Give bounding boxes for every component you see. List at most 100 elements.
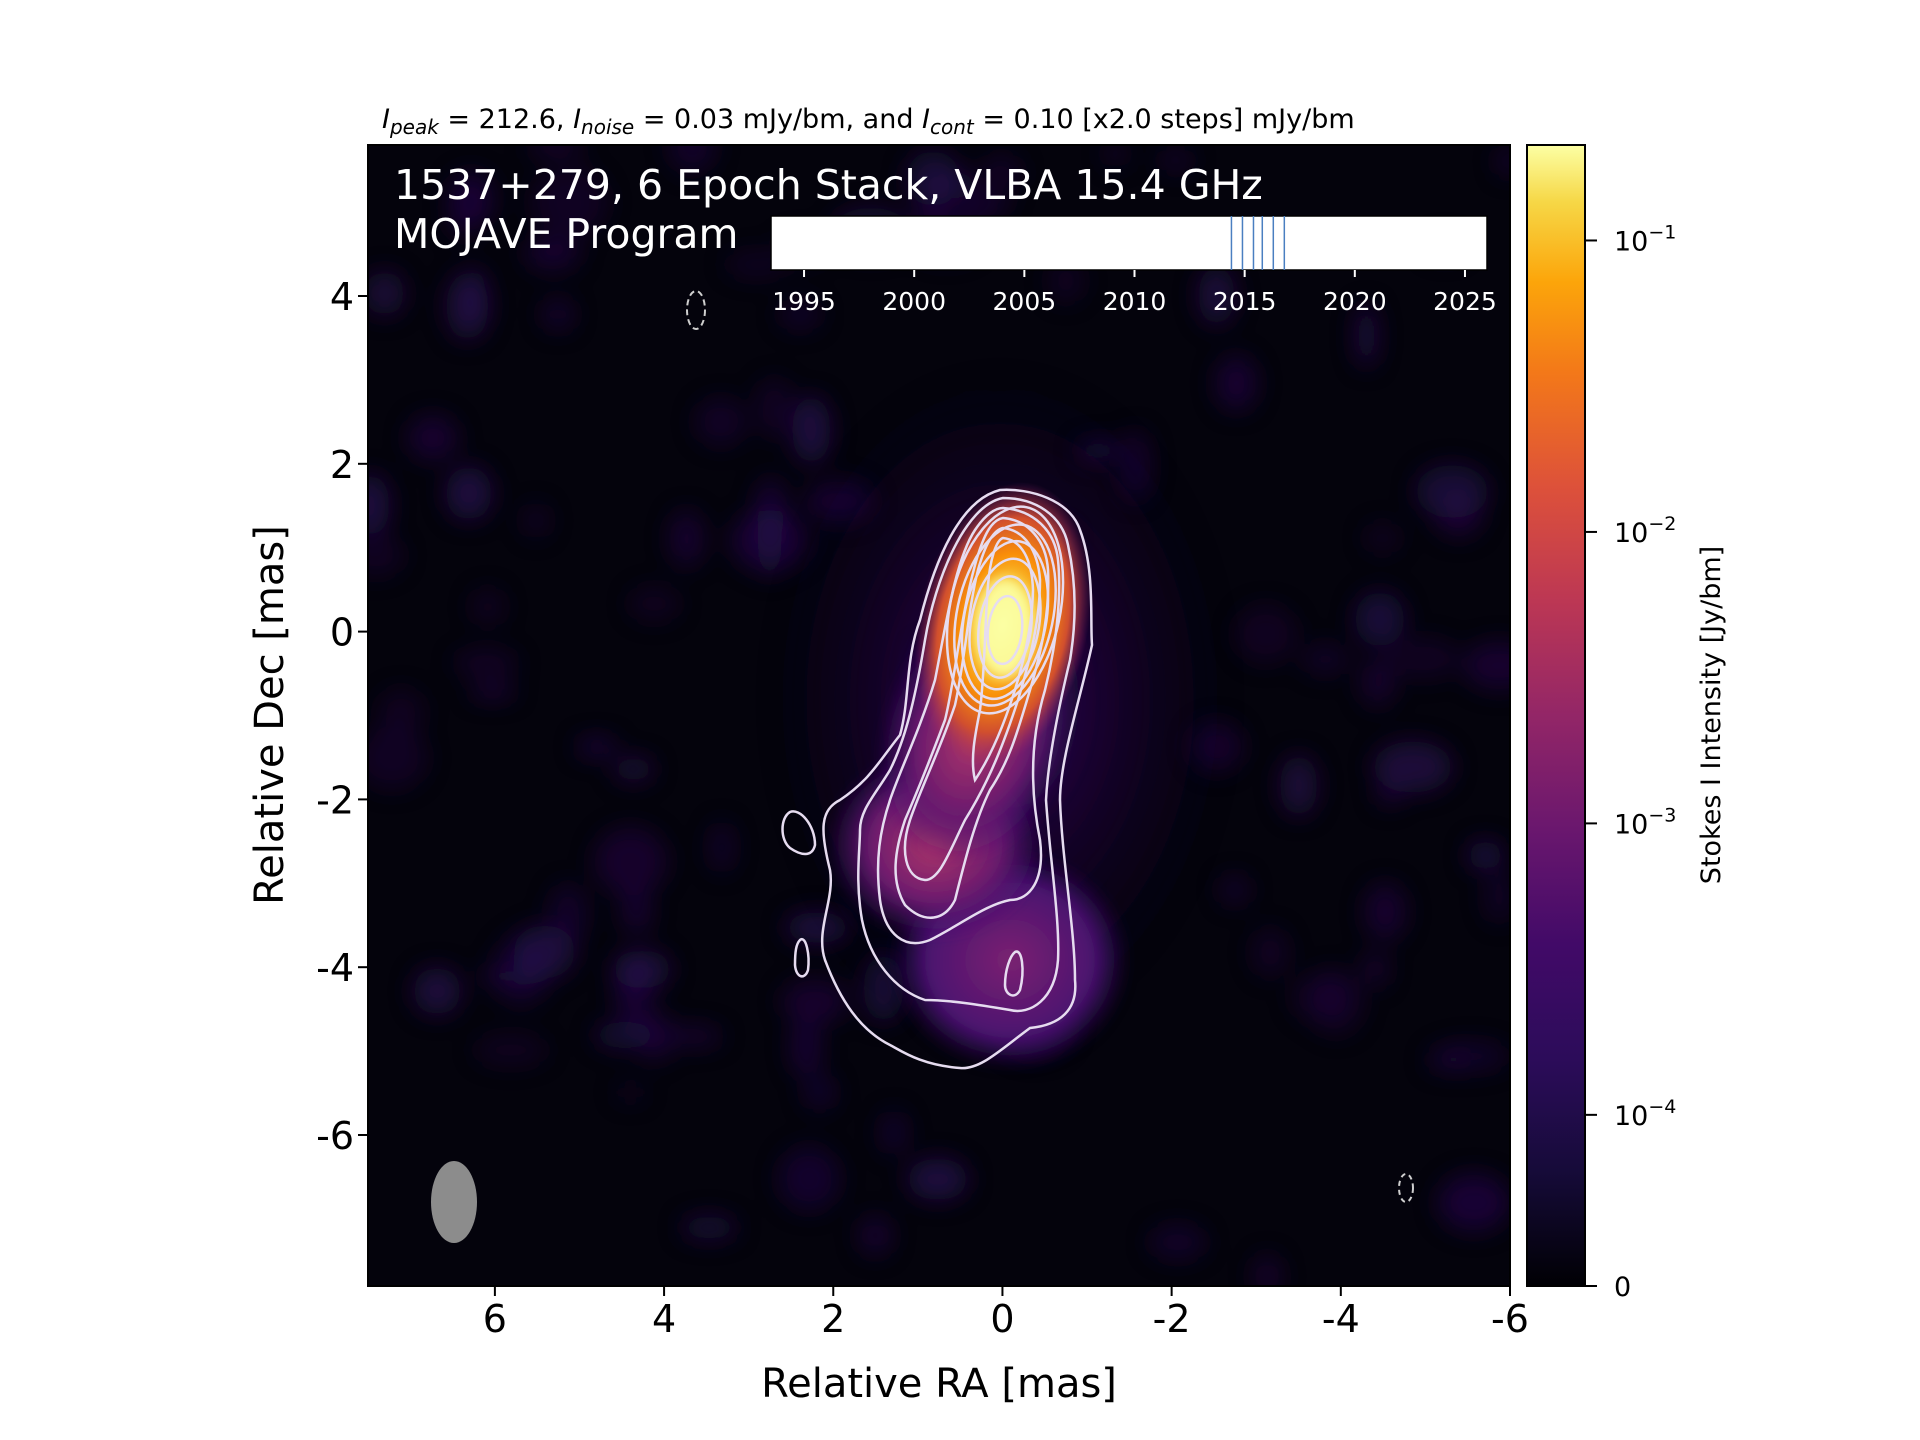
noise-blob — [1234, 604, 1297, 664]
noise-blob — [1387, 637, 1460, 679]
noise-blob — [663, 1026, 723, 1047]
beam-outline-lower — [1398, 1173, 1414, 1203]
noise-blob — [1198, 265, 1235, 325]
noise-blob — [613, 950, 672, 989]
colorbar-tick-label: 10−2 — [1614, 513, 1676, 549]
epoch-timeline: 1995 2000 2005 2010 2015 2020 2025 — [770, 215, 1497, 316]
noise-blob — [1158, 148, 1193, 172]
contour-level-10 — [968, 557, 1042, 691]
y-axis: 4 2 0 -2 -4 -6 — [316, 275, 368, 1158]
contour-level-3 — [876, 506, 1061, 945]
y-tick-label: 4 — [330, 275, 354, 319]
colorbar-gradient — [1526, 144, 1586, 1287]
noise-blob — [1215, 355, 1257, 411]
noise-blob — [445, 466, 492, 521]
x-tick-label: 2 — [821, 1297, 845, 1341]
noise-blob — [1372, 741, 1453, 793]
noise-blob — [368, 726, 427, 790]
x-tick-label: 4 — [652, 1297, 676, 1341]
noise-blob — [1463, 641, 1510, 691]
noise-blob — [981, 154, 1021, 191]
noise-blob — [1376, 780, 1402, 807]
noise-blob — [1415, 464, 1489, 519]
noise-blob — [669, 510, 704, 568]
noise-blob — [1253, 1254, 1281, 1286]
noise-blob — [493, 936, 549, 1007]
x-tick-label: 6 — [483, 1297, 507, 1341]
timeline-tick-label: 2010 — [1103, 287, 1167, 316]
timeline-tick-label: 2025 — [1433, 287, 1497, 316]
noise-blob — [527, 145, 585, 157]
colorbar-tick-label: 10−3 — [1614, 804, 1676, 840]
noise-blob — [906, 150, 960, 207]
contour-level-11 — [977, 575, 1033, 679]
intensity-map — [367, 144, 1511, 1287]
noise-blob — [1364, 883, 1406, 941]
epoch-lines — [1230, 216, 1286, 270]
contours — [781, 488, 1094, 1070]
noise-blob — [1220, 875, 1249, 905]
noise-blob — [524, 235, 581, 271]
noise-blob — [1252, 928, 1289, 977]
noise-blob — [668, 145, 716, 174]
noise-blob — [471, 588, 505, 626]
contour-island-2 — [793, 937, 810, 978]
contour-level-12 — [986, 594, 1024, 666]
colorbar-tick-label: 10−1 — [1614, 221, 1676, 257]
timeline-tick-label: 1995 — [772, 287, 836, 316]
noise-blob — [695, 397, 747, 446]
noise-blob — [615, 1083, 646, 1102]
colorbar-label: Stokes I Intensity [Jy/bm] — [1696, 546, 1727, 884]
contour-level-7 — [945, 505, 1065, 715]
noise-blob — [613, 756, 654, 782]
noise-blob — [470, 682, 515, 699]
y-tick-label: -4 — [316, 946, 354, 990]
timeline-tick-label: 2005 — [993, 287, 1057, 316]
x-tick-label: -4 — [1322, 1297, 1360, 1341]
noise-blob — [413, 967, 461, 1015]
colorbar-ticks: 0 10−4 10−3 10−2 10−1 — [1585, 221, 1676, 1303]
noise-blob — [368, 271, 405, 316]
stats-title: Ipeak = 212.6, Inoise = 0.03 mJy/bm, and… — [382, 104, 1355, 139]
x-tick-label: -2 — [1153, 1297, 1191, 1341]
noise-blob — [628, 586, 680, 621]
timeline-box — [770, 215, 1488, 271]
y-tick-label: -2 — [316, 778, 354, 822]
noise-blob — [1467, 840, 1503, 871]
timeline-tick-label: 2015 — [1213, 287, 1277, 316]
contour-level-8 — [953, 523, 1057, 707]
noise-blob — [804, 1074, 835, 1110]
noise-blob — [1497, 146, 1510, 176]
noise-blob — [755, 377, 794, 438]
noise-blob — [1302, 643, 1349, 675]
noise-blob — [1279, 754, 1318, 817]
contour-level-6 — [971, 536, 1035, 784]
noise-blob — [453, 652, 519, 673]
x-tick-label: -6 — [1491, 1297, 1529, 1341]
noise-blob — [594, 1021, 656, 1049]
contour-level-2 — [857, 496, 1076, 1013]
noise-blob — [368, 535, 404, 576]
noise-blob — [961, 192, 1009, 218]
noise-blob — [880, 1110, 908, 1155]
x-axis-label: Relative RA [mas] — [761, 1361, 1117, 1407]
y-tick-label: -6 — [316, 1114, 354, 1158]
noise-blob — [1484, 869, 1510, 924]
noise-blob — [368, 474, 390, 537]
timeline-tick-label: 2000 — [882, 287, 946, 316]
y-tick-label: 2 — [330, 443, 354, 487]
overlay-subtitle: MOJAVE Program — [394, 210, 738, 258]
contour-level-5 — [903, 526, 1042, 882]
overlay-title: 1537+279, 6 Epoch Stack, VLBA 15.4 GHz — [394, 161, 1263, 209]
noise-blob — [621, 888, 652, 936]
timeline-tick-label: 2020 — [1323, 287, 1387, 316]
noise-blob — [1364, 950, 1388, 987]
noise-blob — [593, 826, 668, 897]
x-tick-label: 0 — [990, 1297, 1014, 1341]
noise-blob — [473, 1034, 548, 1066]
timeline-ticks: 1995 2000 2005 2010 2015 2020 2025 — [772, 270, 1497, 316]
noise-blob — [464, 268, 486, 327]
noise-blob — [549, 883, 588, 945]
beam-outline-upper — [686, 290, 706, 330]
